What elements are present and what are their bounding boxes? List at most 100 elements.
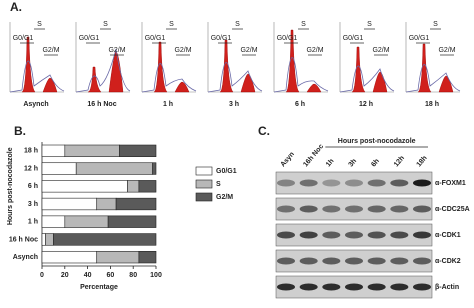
panel-label: B.: [14, 124, 26, 138]
blot-band: [299, 179, 318, 187]
blot-band: [345, 179, 363, 187]
gate-label: S: [367, 21, 372, 28]
legend-swatch: [195, 179, 213, 189]
blot-band: [277, 205, 295, 213]
blot-band: [277, 257, 295, 265]
row-label: α-CDC25A: [435, 206, 470, 213]
bar-segment: [107, 215, 157, 228]
g1-peak: [219, 39, 234, 93]
sample-label: 6 h: [295, 101, 305, 108]
blot-band: [367, 179, 386, 187]
legend-label: G0/G1: [216, 168, 237, 175]
blot-band: [367, 231, 386, 239]
blot-band: [322, 257, 341, 265]
g2-peak: [108, 51, 124, 93]
g2-peak: [438, 75, 454, 93]
blot-band: [299, 205, 318, 213]
y-tick-label: 18 h: [24, 148, 38, 155]
g1-peak: [351, 46, 366, 93]
blot-band: [299, 257, 318, 265]
bar-segment: [41, 197, 98, 211]
y-tick-label: 12 h: [24, 165, 38, 172]
bar-segment: [75, 162, 153, 175]
gate-label: G2/M: [174, 47, 191, 54]
x-tick-label: 20: [61, 272, 69, 279]
bar-segment: [41, 162, 77, 175]
bar-segment: [41, 144, 66, 158]
x-tick-label: 80: [129, 272, 137, 279]
bar-segment: [138, 180, 157, 193]
blot-band: [367, 283, 386, 291]
gate-label: S: [301, 21, 306, 28]
bar-segment: [96, 250, 140, 264]
y-axis-label: Hours post-nocodazole: [7, 147, 14, 225]
blot-band: [277, 179, 295, 187]
gate-label: G0/G1: [343, 35, 364, 42]
sample-label: 16 h Noc: [87, 101, 116, 108]
y-tick-label: 3 h: [28, 201, 38, 208]
bar-segment: [127, 180, 140, 193]
bar-segment: [45, 233, 54, 246]
fit-curve: [339, 65, 395, 93]
blot-band: [390, 179, 409, 187]
g2-peak: [240, 73, 256, 93]
legend-label: G2/M: [216, 194, 233, 201]
blot-band: [322, 205, 341, 213]
gate-label: G2/M: [306, 47, 323, 54]
bar-segment: [115, 197, 157, 211]
fit-curve: [207, 62, 263, 93]
g1-peak: [153, 41, 168, 93]
g2-peak: [372, 71, 388, 93]
gate-label: S: [235, 21, 240, 28]
blot-band: [345, 257, 363, 265]
bar-segment: [119, 144, 157, 158]
row-label: α-CDK1: [435, 232, 461, 239]
blot-band: [345, 205, 363, 213]
g1-peak: [87, 66, 102, 93]
gate-label: G0/G1: [79, 35, 100, 42]
row-label: β-Actin: [435, 284, 459, 291]
blot-band: [367, 205, 386, 213]
x-tick-label: 100: [150, 272, 162, 279]
fit-curve: [9, 60, 65, 93]
gate-label: G0/G1: [13, 35, 34, 42]
bar-segment: [64, 215, 109, 228]
row-label: α-FOXM1: [435, 180, 466, 187]
blot-band: [322, 231, 341, 239]
blot-band: [413, 283, 431, 291]
lane-label: 3h: [348, 158, 359, 169]
bar-segment: [64, 144, 120, 158]
gate-label: S: [433, 21, 438, 28]
gate-label: G2/M: [42, 47, 59, 54]
blot-band: [413, 205, 431, 213]
y-tick-label: Asynch: [13, 254, 38, 261]
blot-band: [299, 231, 318, 239]
row-label: α-CDK2: [435, 258, 461, 265]
legend-swatch: [195, 192, 213, 202]
blot-band: [390, 205, 409, 213]
bar-segment: [41, 180, 128, 193]
y-tick-label: 1 h: [28, 219, 38, 226]
blot-band: [345, 231, 363, 239]
blot-band: [277, 283, 295, 291]
gate-label: S: [103, 21, 108, 28]
blot-band: [299, 283, 318, 291]
bar-segment: [41, 233, 46, 246]
gate-label: G2/M: [240, 47, 257, 54]
gate-label: S: [37, 21, 42, 28]
legend-label: S: [216, 181, 221, 188]
gate-label: G0/G1: [211, 35, 232, 42]
g2-peak: [42, 77, 58, 93]
lane-label: 16h Noc: [302, 143, 325, 168]
legend-swatch: [195, 166, 213, 176]
blot-band: [413, 257, 431, 265]
bar-segment: [138, 250, 157, 264]
bar-segment: [152, 162, 157, 175]
fit-curve: [405, 64, 461, 93]
fit-curve: [273, 57, 329, 93]
gate-label: G2/M: [372, 47, 389, 54]
sample-label: 12 h: [359, 101, 373, 108]
gate-label: G2/M: [108, 47, 125, 54]
lane-label: 18h: [416, 155, 429, 169]
